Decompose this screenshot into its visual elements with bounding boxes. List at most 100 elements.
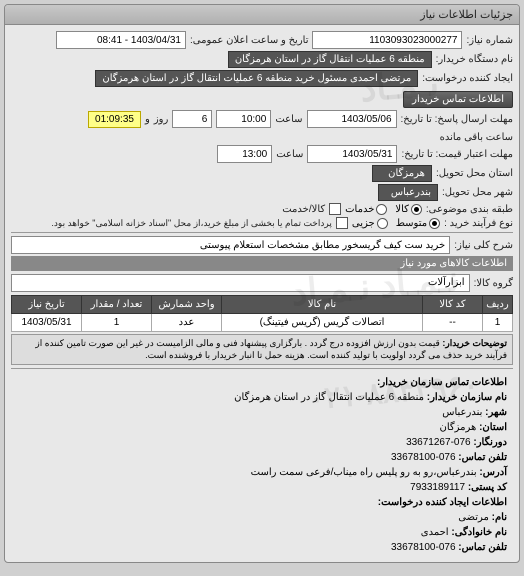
city-value: بندرعباس <box>378 184 438 201</box>
lname-val: احمدی <box>421 527 449 538</box>
name-val: مرتضی <box>458 512 489 523</box>
req-info-title: اطلاعات ایجاد کننده درخواست: <box>378 497 507 508</box>
tel2-val: 076-33678100 <box>391 542 456 553</box>
cell-row: 1 <box>483 314 513 332</box>
main-panel: جزئیات اطلاعات نیاز نـمـاد نـمـاد نـمـاد… <box>4 4 520 563</box>
time-label-1: ساعت <box>275 114 302 125</box>
addr-val: بندرعباس،رو به رو پلیس راه میناب/فرعی سم… <box>251 467 477 478</box>
goods-table: ردیف کد کالا نام کالا واحد شمارش تعداد /… <box>11 295 513 332</box>
prov-val: هرمزگان <box>439 422 476 433</box>
prov-lbl: استان: <box>479 422 507 433</box>
col-date: تاریخ نیاز <box>12 296 82 314</box>
radio-avg[interactable]: متوسط <box>396 218 440 229</box>
table-row: 1 -- اتصالات گریس (گریس فیتینگ) عدد 1 14… <box>12 314 513 332</box>
group-value-box: ابزارآلات <box>11 274 470 292</box>
deadline-date: 1403/05/06 <box>307 110 397 128</box>
city-lbl: شهر: <box>485 407 507 418</box>
cell-code: -- <box>423 314 483 332</box>
group-label: گروه کالا: <box>474 278 513 289</box>
cell-name: اتصالات گریس (گریس فیتینگ) <box>222 314 423 332</box>
separator <box>11 368 513 369</box>
cell-unit: عدد <box>152 314 222 332</box>
main-desc-label: شرح کلی نیاز: <box>454 240 513 251</box>
note-label: توضیحات خریدار: <box>442 338 507 348</box>
radio-dot-icon <box>377 218 388 229</box>
row-buyer-org: نام دستگاه خریدار: منطقه 6 عملیات انتقال… <box>11 51 513 68</box>
remain-suffix: ساعت باقی مانده <box>440 132 513 143</box>
buyer-org-label: نام دستگاه خریدار: <box>436 54 513 65</box>
zip-lbl: کد پستی: <box>468 482 507 493</box>
row-process-type: نوع فرآیند خرید : متوسط جزیی پرداخت تمام… <box>11 217 513 229</box>
row-quote-until: مهلت اعتبار قیمت: تا تاریخ: 1403/05/31 س… <box>11 145 513 163</box>
cell-date: 1403/05/31 <box>12 314 82 332</box>
panel-body: نـمـاد نـمـاد نـمـاد ۰۲۱-۸۸۳۴۹۶۰ شماره ن… <box>5 25 519 562</box>
remain-and: و <box>145 114 150 125</box>
row-city: شهر محل تحویل: بندرعباس <box>11 184 513 201</box>
lname-lbl: نام خانوادگی: <box>451 527 507 538</box>
process-radio-group: متوسط جزیی <box>352 218 440 229</box>
org-val: منطقه 6 عملیات انتقال گاز در استان هرمزگ… <box>234 392 424 403</box>
radio-avg-label: متوسط <box>396 218 427 229</box>
province-label: استان محل تحویل: <box>436 168 513 179</box>
group-value: ابزارآلات <box>428 277 465 288</box>
col-name: نام کالا <box>222 296 423 314</box>
radio-khadamat[interactable]: خدمات <box>345 204 387 215</box>
separator <box>11 232 513 233</box>
contact-title: اطلاعات تماس سازمان خریدار: <box>377 377 507 388</box>
main-desc-value: خرید ست کیف گریسخور مطابق مشخصات استعلام… <box>11 236 450 254</box>
panel-title: جزئیات اطلاعات نیاز <box>5 5 519 25</box>
org-lbl: نام سازمان خریدار: <box>427 392 507 403</box>
radio-small[interactable]: جزیی <box>352 218 388 229</box>
radio-dot-icon <box>429 218 440 229</box>
city-label: شهر محل تحویل: <box>442 187 513 198</box>
table-header-row: ردیف کد کالا نام کالا واحد شمارش تعداد /… <box>12 296 513 314</box>
city-val: بندرعباس <box>442 407 482 418</box>
radio-kala-label: کالا <box>395 204 409 215</box>
quote-until-label: مهلت اعتبار قیمت: تا تاریخ: <box>401 149 513 160</box>
wage-checkbox[interactable] <box>329 203 341 215</box>
public-announce-value: 1403/04/31 - 08:41 <box>56 31 186 49</box>
remain-time: 01:09:35 <box>88 111 141 128</box>
row-pack-type: طبقه بندی موضوعی: کالا خدمات کالا/خدمت <box>11 203 513 215</box>
days-value: 6 <box>172 110 212 128</box>
tel2-lbl: تلفن تماس: <box>458 542 507 553</box>
radio-kala[interactable]: کالا <box>395 204 422 215</box>
col-row: ردیف <box>483 296 513 314</box>
pack-radio-group: کالا خدمات <box>345 204 422 215</box>
row-deadline: مهلت ارسال پاسخ: تا تاریخ: 1403/05/06 سا… <box>11 110 513 143</box>
name-lbl: نام: <box>492 512 507 523</box>
quote-time: 13:00 <box>217 145 272 163</box>
tel-lbl: تلفن تماس: <box>458 452 507 463</box>
deadline-recv-label: مهلت ارسال پاسخ: تا تاریخ: <box>401 114 513 125</box>
public-announce-label: تاریخ و ساعت اعلان عمومی: <box>190 35 309 46</box>
addr-lbl: آدرس: <box>479 467 507 478</box>
row-req-number: شماره نیاز: 1103093023000277 تاریخ و ساع… <box>11 31 513 49</box>
days-label: روز <box>154 114 169 125</box>
row-province: استان محل تحویل: هرمزگان <box>11 165 513 182</box>
note-text: قیمت بدون ارزش افزوده درج گردد . بارگزار… <box>35 338 507 360</box>
contact-info: اطلاعات تماس سازمان خریدار: نام سازمان خ… <box>11 372 513 558</box>
col-qty: تعداد / مقدار <box>82 296 152 314</box>
process-checkbox[interactable] <box>336 217 348 229</box>
time-label-2: ساعت <box>276 149 303 160</box>
request-creator-value: مرتضی احمدی مسئول خرید منطقه 6 عملیات ان… <box>95 70 418 87</box>
req-number-label: شماره نیاز: <box>466 35 513 46</box>
province-value: هرمزگان <box>372 165 432 182</box>
buyer-note: توضیحات خریدار: قیمت بدون ارزش افزوده در… <box>11 334 513 365</box>
deadline-time: 10:00 <box>216 110 271 128</box>
cell-qty: 1 <box>82 314 152 332</box>
radio-dot-icon <box>411 204 422 215</box>
request-creator-label: ایجاد کننده درخواست: <box>422 73 513 84</box>
radio-khadamat-label: خدمات <box>345 204 374 215</box>
buyer-contact-button[interactable]: اطلاعات تماس خریدار <box>403 91 513 108</box>
row-main-desc: شرح کلی نیاز: خرید ست کیف گریسخور مطابق … <box>11 236 513 254</box>
goods-info-title: اطلاعات کالاهای مورد نیاز <box>11 256 513 271</box>
fax-lbl: دورنگار: <box>473 437 507 448</box>
fax-val: 076-33671267 <box>406 437 471 448</box>
process-type-label: نوع فرآیند خرید : <box>444 218 513 229</box>
quote-date: 1403/05/31 <box>307 145 397 163</box>
tel-val: 076-33678100 <box>391 452 456 463</box>
radio-small-label: جزیی <box>352 218 375 229</box>
pack-type-label: طبقه بندی موضوعی: <box>426 204 513 215</box>
buyer-org-value: منطقه 6 عملیات انتقال گاز در استان هرمزگ… <box>228 51 432 68</box>
